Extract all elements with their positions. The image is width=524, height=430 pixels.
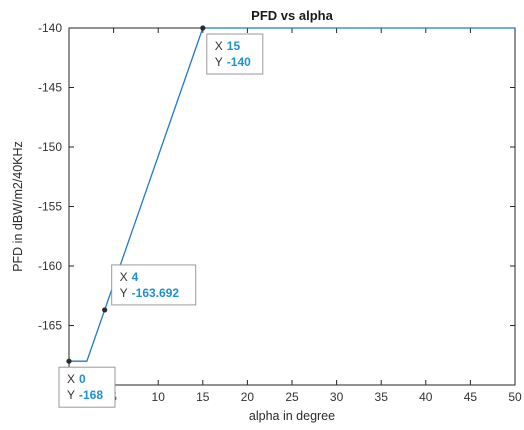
datatip-box bbox=[111, 264, 197, 306]
datatip-x-value: 0 bbox=[79, 372, 86, 386]
datatip-marker[interactable] bbox=[200, 25, 206, 31]
x-tick-label: 30 bbox=[330, 390, 344, 404]
datatip-marker[interactable] bbox=[66, 358, 72, 364]
datatip-x-value: 15 bbox=[227, 39, 241, 53]
x-tick-label: 45 bbox=[464, 390, 478, 404]
datatip-x-key: X bbox=[120, 270, 128, 284]
series-line bbox=[69, 27, 515, 362]
datatip-x-key: X bbox=[67, 372, 75, 386]
x-tick-label: 15 bbox=[196, 390, 210, 404]
x-axis-label: alpha in degree bbox=[249, 409, 335, 423]
y-tick-label: -165 bbox=[38, 319, 62, 333]
datatip-x-key: X bbox=[215, 39, 223, 53]
y-tick-label: -155 bbox=[38, 200, 62, 214]
y-axis-label: PFD in dBW/m2/40KHz bbox=[11, 141, 25, 272]
datatip-y-key: Y bbox=[67, 388, 75, 402]
datatip-box bbox=[58, 366, 116, 408]
x-tick-label: 10 bbox=[152, 390, 166, 404]
datatip-y-value: -140 bbox=[227, 55, 251, 69]
datatip-y-key: Y bbox=[120, 286, 128, 300]
datatip[interactable]: X 15 Y -140 bbox=[206, 33, 264, 75]
datatip[interactable]: X 4Y -163.692 bbox=[111, 264, 197, 306]
datatip-y-value: -163.692 bbox=[132, 286, 180, 300]
chart-title: PFD vs alpha bbox=[251, 8, 333, 23]
datatip-box bbox=[206, 33, 264, 75]
x-tick-label: 35 bbox=[375, 390, 389, 404]
x-tick-label: 25 bbox=[285, 390, 299, 404]
datatip[interactable]: X 0Y -168 bbox=[58, 366, 116, 408]
datatip-y-key: Y bbox=[215, 55, 223, 69]
y-tick-label: -140 bbox=[38, 21, 62, 35]
x-tick-label: 50 bbox=[508, 390, 522, 404]
y-axis-ticks: -140 -145 -150 -155 -160 -165 bbox=[38, 21, 515, 333]
y-tick-label: -145 bbox=[38, 81, 62, 95]
x-tick-label: 20 bbox=[241, 390, 255, 404]
plot-area bbox=[68, 27, 516, 386]
y-tick-label: -150 bbox=[38, 140, 62, 154]
datatip-y-value: -168 bbox=[79, 388, 103, 402]
datatip-marker[interactable] bbox=[102, 307, 108, 313]
y-tick-label: -160 bbox=[38, 259, 62, 273]
series-group bbox=[69, 27, 515, 362]
datatip-x-value: 4 bbox=[132, 270, 139, 284]
x-tick-label: 40 bbox=[419, 390, 433, 404]
